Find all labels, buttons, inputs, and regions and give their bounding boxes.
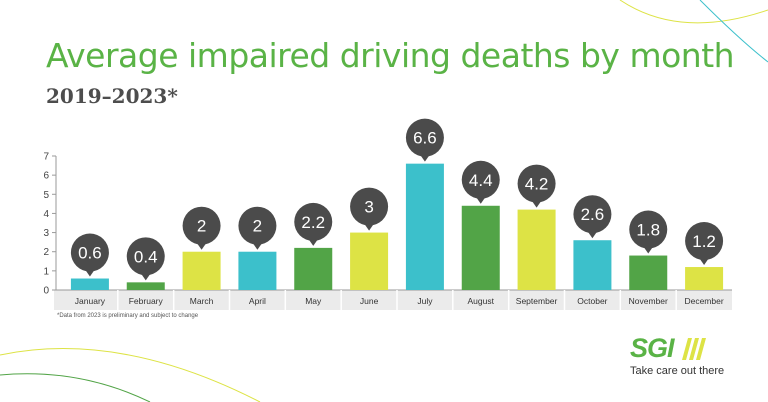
x-axis-band: January February March April May June July Augu…: [54, 289, 732, 310]
bar-december: [685, 267, 724, 290]
data-label-bubble: 2: [182, 206, 221, 250]
data-label: 3: [364, 198, 373, 217]
y-tick-label: 6: [43, 171, 49, 182]
data-label-bubble: 4.2: [517, 164, 556, 208]
footnote: *Data from 2023 is preliminary and subje…: [57, 313, 199, 319]
data-label: 0.4: [134, 247, 158, 266]
data-label-bubble: 6.6: [405, 118, 444, 162]
y-tick-label: 0: [43, 286, 49, 297]
x-tick-label: September: [516, 296, 558, 306]
bars-group: [70, 163, 724, 290]
logo-tagline: Take care out there: [630, 365, 725, 377]
bar-october: [573, 240, 612, 290]
x-tick-label: May: [305, 296, 322, 306]
bar-april: [238, 251, 277, 290]
x-tick-label: April: [249, 296, 266, 306]
data-labels-group: 0.6 0.4 2 2 2.2 3 6.6 4.4 4.2 2.6 1.8 1.2: [70, 118, 724, 281]
y-tick-label: 3: [43, 228, 49, 239]
data-label-bubble: 2: [238, 206, 277, 250]
x-tick-label: December: [684, 296, 723, 306]
bubble-circle: [573, 195, 612, 234]
y-axis: 0 1 2 3 4 5 6 7: [43, 152, 57, 297]
data-label: 1.2: [692, 232, 716, 251]
bubble-circle: [70, 233, 109, 272]
data-label-bubble: 0.4: [126, 237, 165, 281]
data-label-bubble: 4.4: [461, 160, 500, 204]
bubble-circle: [461, 160, 500, 199]
x-axis-band-bg: [54, 290, 732, 310]
x-tick-label: October: [577, 296, 607, 306]
bar-november: [629, 255, 668, 290]
chart-title: Average impaired driving deaths by month: [46, 36, 735, 75]
y-tick-label: 5: [43, 190, 49, 201]
bubble-circle: [350, 187, 389, 226]
x-tick-label: July: [417, 296, 433, 306]
logo-wordmark: SGI: [630, 333, 675, 363]
bar-february: [126, 282, 165, 290]
bubble-circle: [629, 210, 668, 249]
bubble-circle: [517, 164, 556, 203]
data-label: 2: [197, 217, 206, 236]
bar-march: [182, 251, 221, 290]
bubble-circle: [685, 222, 724, 261]
bubble-circle: [126, 237, 165, 276]
data-label: 2.6: [581, 205, 605, 224]
bubble-circle: [405, 118, 444, 157]
data-label-bubble: 1.2: [685, 222, 724, 266]
bubble-circle: [182, 206, 221, 245]
data-label-bubble: 2.2: [294, 202, 333, 246]
data-label: 1.8: [636, 221, 660, 240]
x-tick-label: January: [75, 296, 106, 306]
y-tick-label: 2: [43, 247, 49, 258]
bar-june: [350, 232, 389, 290]
x-tick-label: February: [129, 296, 164, 306]
y-tick-label: 7: [43, 152, 49, 163]
data-label-bubble: 3: [350, 187, 389, 231]
bar-may: [294, 247, 333, 290]
sgi-logo[interactable]: SGI Take care out there: [630, 333, 740, 378]
data-label: 2.2: [301, 213, 325, 232]
data-label-bubble: 0.6: [70, 233, 109, 277]
logo-stripes-icon: [681, 337, 706, 360]
bubble-circle: [294, 202, 333, 241]
chart-subtitle: 2019–2023*: [46, 84, 178, 108]
data-label: 2: [253, 217, 262, 236]
x-tick-label: August: [468, 296, 495, 306]
bar-january: [70, 278, 109, 290]
y-tick-label: 4: [43, 209, 49, 220]
x-tick-label: March: [190, 296, 214, 306]
data-label: 6.6: [413, 129, 437, 148]
bar-july: [405, 163, 444, 290]
bar-september: [517, 209, 556, 290]
x-tick-label: November: [629, 296, 668, 306]
bubble-circle: [238, 206, 277, 245]
data-label-bubble: 2.6: [573, 195, 612, 239]
bar-august: [461, 205, 500, 290]
y-tick-label: 1: [43, 266, 49, 277]
x-tick-label: June: [360, 296, 379, 306]
data-label: 4.2: [525, 175, 549, 194]
data-label-bubble: 1.8: [629, 210, 668, 254]
data-label: 0.6: [78, 244, 102, 263]
data-label: 4.4: [469, 171, 493, 190]
